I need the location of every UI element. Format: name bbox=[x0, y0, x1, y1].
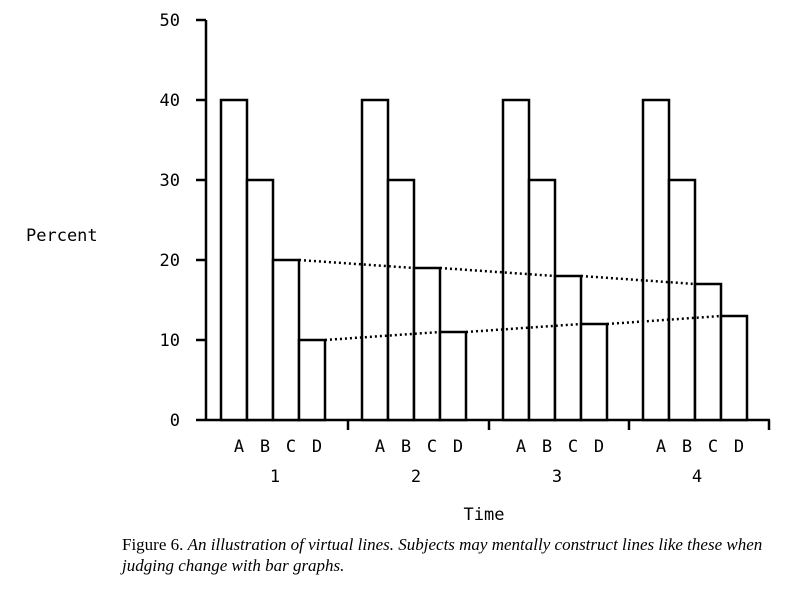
bar bbox=[667, 178, 697, 422]
virtual-line-D bbox=[324, 330, 441, 342]
group-label: 2 bbox=[411, 467, 421, 487]
bar bbox=[501, 98, 531, 422]
bar bbox=[245, 178, 275, 422]
caption-label: Figure 6. bbox=[122, 535, 184, 554]
virtual-line-D bbox=[465, 322, 582, 334]
figure-caption: Figure 6. An illustration of virtual lin… bbox=[122, 534, 792, 576]
bar-label: A bbox=[516, 437, 526, 457]
y-ticks: 0 10 20 30 40 50 bbox=[160, 11, 206, 431]
y-tick-label: 0 bbox=[170, 411, 180, 431]
bar-label: A bbox=[234, 437, 244, 457]
bar bbox=[360, 98, 390, 422]
bars bbox=[219, 98, 749, 422]
bar bbox=[579, 322, 609, 422]
group-label: 4 bbox=[692, 467, 702, 487]
bar-label: C bbox=[568, 437, 578, 457]
y-tick-label: 30 bbox=[160, 171, 180, 191]
y-tick-label: 50 bbox=[160, 11, 180, 31]
group-label: 1 bbox=[270, 467, 280, 487]
bar bbox=[412, 266, 442, 422]
bar bbox=[219, 98, 249, 422]
bar-label: A bbox=[656, 437, 666, 457]
bar-label: D bbox=[312, 437, 322, 457]
bar-label: C bbox=[427, 437, 437, 457]
bar bbox=[386, 178, 416, 422]
bar bbox=[438, 330, 468, 422]
virtual-line-C bbox=[298, 258, 415, 270]
virtual-line-D bbox=[606, 314, 722, 326]
virtual-line-C bbox=[580, 274, 696, 286]
bar-label: B bbox=[401, 437, 411, 457]
bar-label: C bbox=[286, 437, 296, 457]
bar-label: D bbox=[453, 437, 463, 457]
y-tick-label: 10 bbox=[160, 331, 180, 351]
bar-label: B bbox=[542, 437, 552, 457]
bar-label: D bbox=[594, 437, 604, 457]
bar bbox=[527, 178, 557, 422]
group-label: 3 bbox=[552, 467, 562, 487]
x-axis-label: Time bbox=[464, 505, 505, 525]
bar bbox=[271, 258, 301, 422]
virtual-lines bbox=[298, 258, 722, 342]
bar-label: B bbox=[260, 437, 270, 457]
caption-text: An illustration of virtual lines. Subjec… bbox=[122, 535, 763, 575]
bar-label: A bbox=[375, 437, 385, 457]
bar bbox=[553, 274, 583, 422]
bar bbox=[719, 314, 749, 422]
bar bbox=[641, 98, 671, 422]
bar-label: B bbox=[682, 437, 692, 457]
bar-label: C bbox=[708, 437, 718, 457]
virtual-line-C bbox=[439, 266, 556, 278]
bar-label: D bbox=[734, 437, 744, 457]
bar bbox=[693, 282, 723, 422]
bar bbox=[297, 338, 327, 422]
y-tick-label: 40 bbox=[160, 91, 180, 111]
y-axis-label: Percent bbox=[26, 226, 98, 246]
x-labels: A B C D1A B C D2A B C D3A B C D4 bbox=[234, 420, 771, 487]
y-tick-label: 20 bbox=[160, 251, 180, 271]
